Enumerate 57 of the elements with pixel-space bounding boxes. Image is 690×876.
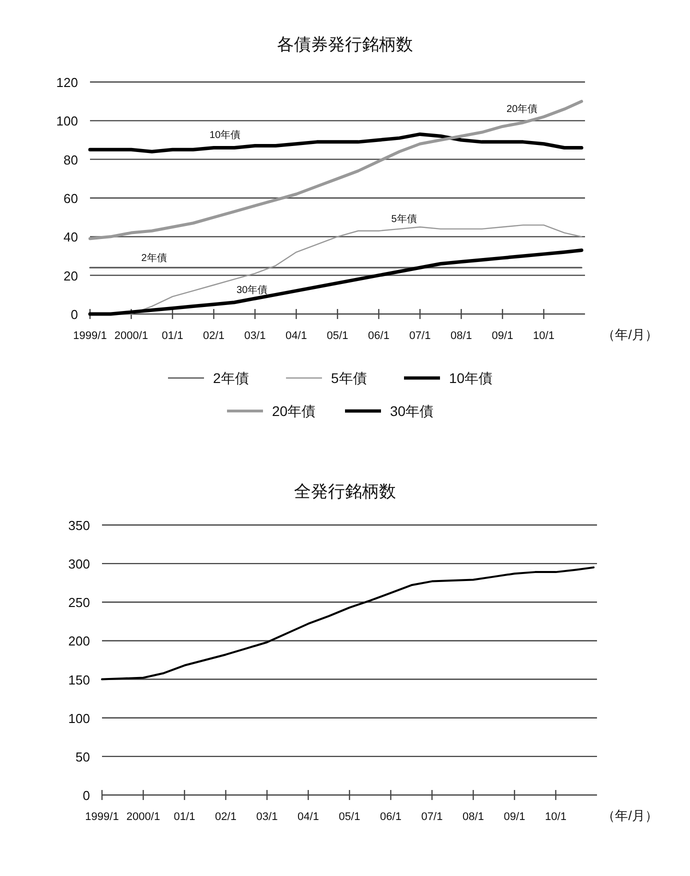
line-series	[88, 100, 584, 240]
x-tick-label: 1999/1	[85, 811, 119, 823]
y-tick-label: 0	[70, 307, 78, 322]
x-tick-label: 1999/1	[73, 330, 107, 342]
x-axis-title: （年/月）	[602, 327, 658, 342]
y-tick-label: 60	[64, 191, 78, 206]
x-tick-label: 04/1	[298, 811, 319, 823]
line-series	[88, 132, 584, 154]
x-tick-label: 07/1	[409, 330, 431, 342]
y-tick-label: 20	[64, 268, 78, 284]
line-series	[101, 566, 595, 680]
x-tick-label: 03/1	[244, 330, 266, 342]
y-tick-label: 200	[68, 634, 90, 649]
y-tick-label: 100	[56, 114, 78, 129]
x-tick-label: 10/1	[545, 811, 566, 823]
y-tick-label: 50	[76, 749, 90, 764]
chart-title: 全発行銘柄数	[294, 482, 396, 501]
x-tick-label: 02/1	[203, 330, 224, 342]
annotation: 20年債	[506, 103, 538, 115]
y-tick-label: 0	[82, 788, 90, 803]
x-tick-label: 06/1	[380, 811, 402, 823]
x-tick-label: 05/1	[338, 811, 360, 823]
legend-label: 5年債	[331, 370, 367, 386]
line-series	[88, 248, 584, 316]
legend-label: 10年債	[449, 370, 493, 386]
y-tick-label: 40	[64, 230, 78, 245]
x-tick-label: 04/1	[286, 330, 307, 342]
x-tick-label: 09/1	[504, 811, 526, 823]
x-tick-label: 06/1	[368, 330, 390, 342]
legend-label: 30年債	[390, 403, 434, 419]
x-tick-label: 07/1	[421, 811, 443, 823]
x-tick-label: 03/1	[256, 811, 278, 823]
y-tick-label: 100	[68, 710, 90, 726]
annotation: 5年債	[391, 213, 417, 225]
y-tick-label: 250	[68, 595, 90, 610]
x-tick-label: 2000/1	[126, 811, 160, 823]
annotation: 30年債	[236, 284, 268, 296]
y-tick-label: 150	[68, 672, 90, 688]
annotation: 2年債	[141, 252, 167, 264]
x-tick-label: 01/1	[162, 330, 184, 342]
y-tick-label: 300	[68, 556, 90, 572]
x-tick-label: 05/1	[326, 330, 348, 342]
legend-label: 20年債	[272, 403, 316, 419]
x-tick-label: 10/1	[533, 330, 554, 342]
legend-label: 2年債	[213, 370, 249, 386]
x-axis-title: （年/月）	[602, 808, 658, 823]
y-tick-label: 350	[68, 518, 90, 533]
x-tick-label: 02/1	[215, 811, 236, 823]
y-tick-label: 80	[64, 152, 78, 168]
x-tick-label: 08/1	[450, 330, 472, 342]
x-tick-label: 2000/1	[114, 330, 148, 342]
x-tick-label: 01/1	[174, 811, 196, 823]
x-tick-label: 08/1	[462, 811, 484, 823]
x-tick-label: 09/1	[492, 330, 514, 342]
annotation: 10年債	[209, 129, 241, 141]
chart-title: 各債券発行銘柄数	[277, 35, 413, 54]
y-tick-label: 120	[56, 75, 78, 90]
